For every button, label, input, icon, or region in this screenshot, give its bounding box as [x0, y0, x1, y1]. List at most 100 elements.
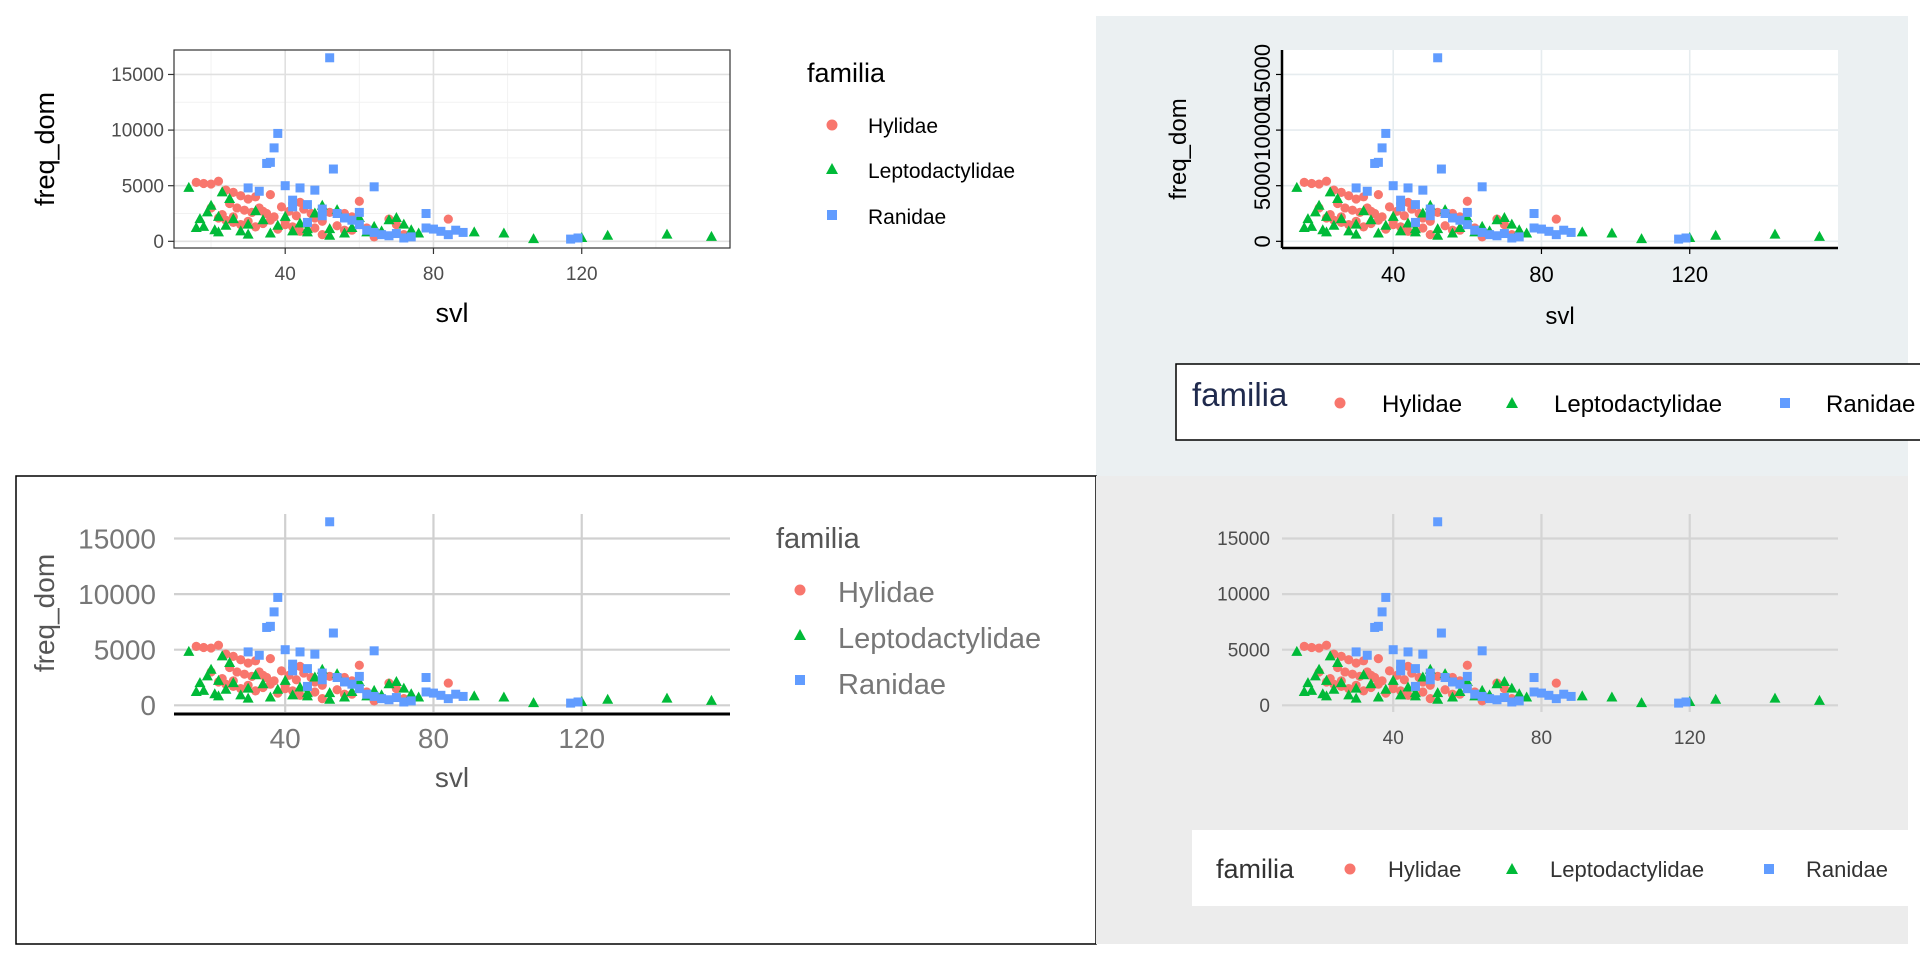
- chart-1-point-hylidae: [258, 206, 268, 216]
- chart-1-point-hylidae: [325, 207, 335, 218]
- chart-3-point-hylidae: [295, 661, 305, 671]
- chart-2-point-hylidae: [1440, 221, 1450, 231]
- chart-1-point-leptodactylidae: [264, 227, 276, 238]
- chart-4-point-ranidae: [1362, 650, 1372, 660]
- chart-2-point-leptodactylidae: [1432, 223, 1444, 234]
- chart-4-point-hylidae: [1433, 671, 1443, 682]
- chart-2-legend-label-ranidae: Ranidae: [1826, 391, 1915, 418]
- chart-2-point-leptodactylidae: [1432, 229, 1444, 240]
- chart-2-point-leptodactylidae: [1498, 211, 1510, 222]
- chart-3-point-leptodactylidae: [212, 674, 224, 685]
- chart-2-x-tick-label-80: 80: [1529, 262, 1553, 287]
- chart-1-point-ranidae: [391, 229, 401, 239]
- chart-4-point-hylidae: [1551, 678, 1561, 688]
- chart-1-point-ranidae: [566, 234, 576, 244]
- chart-4-legend-label-ranidae: Ranidae: [1806, 857, 1888, 882]
- chart-3-point-hylidae: [443, 678, 453, 688]
- chart-3: 40 80 120 0 5000 10000 15000 svl freq_dom fami…: [29, 514, 1041, 793]
- chart-3-point-leptodactylidae: [264, 691, 276, 702]
- chart-1-point-hylidae: [317, 230, 327, 240]
- chart-1-point-leptodactylidae: [324, 229, 336, 240]
- chart-1-point-leptodactylidae: [301, 223, 313, 234]
- chart-2-point-leptodactylidae: [1309, 206, 1321, 217]
- chart-4-legend-background: [1192, 830, 1908, 906]
- chart-3-legend: familia Hylidae Leptodactylidae Ranidae: [776, 523, 1041, 701]
- chart-1-x-tick-label-80: 80: [423, 264, 444, 285]
- chart-4-point-leptodactylidae: [1328, 683, 1340, 694]
- chart-2-point-hylidae: [1462, 196, 1472, 206]
- chart-1-point-leptodactylidae: [272, 219, 284, 230]
- chart-4-point-ranidae: [1507, 697, 1517, 707]
- chart-4-point-ranidae: [1377, 607, 1387, 617]
- chart-3-point-leptodactylidae: [413, 691, 425, 702]
- chart-3-point-ranidae: [573, 697, 583, 707]
- chart-1-point-ranidae: [243, 183, 253, 193]
- chart-2-point-ranidae: [1477, 227, 1487, 237]
- chart-4-legend-key-ranidae: [1764, 864, 1774, 874]
- chart-3-point-hylidae: [291, 675, 301, 685]
- chart-2-legend-title: familia: [1192, 376, 1288, 413]
- chart-2-point-hylidae: [1358, 222, 1369, 232]
- chart-3-point-ranidae: [273, 592, 283, 602]
- chart-2-point-hylidae: [1499, 220, 1509, 230]
- chart-2-point-ranidae: [1362, 186, 1372, 196]
- chart-2-point-leptodactylidae: [1350, 228, 1362, 239]
- chart-3-point-leptodactylidae: [294, 681, 306, 692]
- chart-3-point-ranidae: [384, 695, 394, 705]
- chart-4-point-ranidae: [1514, 696, 1524, 706]
- chart-3-point-hylidae: [265, 679, 275, 689]
- chart-1-point-ranidae: [262, 158, 272, 168]
- chart-2-point-hylidae: [1299, 177, 1309, 187]
- chart-3-point-ranidae: [288, 666, 298, 676]
- chart-3-point-ranidae: [328, 628, 338, 638]
- chart-4-point-hylidae: [1336, 651, 1346, 661]
- chart-3-point-leptodactylidae: [279, 674, 291, 685]
- chart-2-point-leptodactylidae: [1324, 186, 1336, 197]
- chart-3-point-hylidae: [317, 694, 327, 704]
- chart-1-point-ranidae: [362, 225, 372, 235]
- chart-3-point-leptodactylidae: [324, 687, 336, 698]
- chart-3-point-leptodactylidae: [194, 677, 206, 688]
- chart-3-point-leptodactylidae: [257, 678, 269, 689]
- chart-2-point-ranidae: [1485, 230, 1495, 240]
- chart-1-legend-label-ranidae: Ranidae: [868, 206, 946, 229]
- chart-2-point-leptodactylidae: [1409, 223, 1421, 234]
- chart-1-y-tick-label-0: 0: [153, 232, 164, 253]
- chart-3-point-leptodactylidae: [353, 675, 365, 686]
- chart-1-point-hylidae: [354, 196, 364, 206]
- chart-3-x-tick-label-40: 40: [270, 723, 301, 754]
- chart-2-point-ranidae: [1410, 217, 1420, 227]
- chart-1-legend-label-hylidae: Hylidae: [868, 115, 938, 138]
- chart-3-x-axis-label: svl: [435, 762, 469, 793]
- chart-3-point-ranidae: [436, 690, 446, 700]
- chart-4-point-ranidae: [1499, 693, 1509, 703]
- chart-4-point-hylidae: [1440, 685, 1450, 695]
- chart-4-point-hylidae: [1307, 642, 1317, 653]
- chart-1-point-leptodactylidae: [346, 221, 358, 232]
- chart-4-point-leptodactylidae: [1606, 691, 1618, 702]
- chart-2-point-ranidae: [1410, 200, 1420, 210]
- chart-1-point-ranidae: [428, 224, 438, 234]
- chart-4-point-ranidae: [1529, 687, 1539, 697]
- chart-4-point-hylidae: [1351, 658, 1361, 668]
- chart-4-point-ranidae: [1440, 673, 1450, 683]
- chart-4-point-hylidae: [1499, 684, 1509, 694]
- chart-4-point-leptodactylidae: [1358, 669, 1370, 680]
- chart-3-y-axis-label: freq_dom: [29, 554, 60, 672]
- chart-2-point-leptodactylidae: [1447, 227, 1459, 238]
- chart-1-legend-key-ranidae: [827, 210, 837, 220]
- chart-2-legend-key-ranidae: [1780, 398, 1790, 408]
- chart-4-point-leptodactylidae: [1409, 687, 1421, 698]
- chart-2-point-ranidae: [1455, 215, 1465, 225]
- chart-4-point-ranidae: [1433, 517, 1443, 527]
- chart-4-point-leptodactylidae: [1513, 688, 1525, 699]
- chart-4-point-leptodactylidae: [1498, 675, 1510, 686]
- chart-1-point-ranidae: [302, 217, 312, 227]
- chart-1-point-leptodactylidae: [224, 193, 236, 204]
- chart-3-point-ranidae: [325, 517, 335, 527]
- chart-3-point-hylidae: [310, 687, 320, 697]
- chart-4-point-ranidae: [1418, 649, 1428, 659]
- chart-3-point-ranidae: [428, 688, 438, 698]
- chart-4-point-ranidae: [1436, 628, 1446, 638]
